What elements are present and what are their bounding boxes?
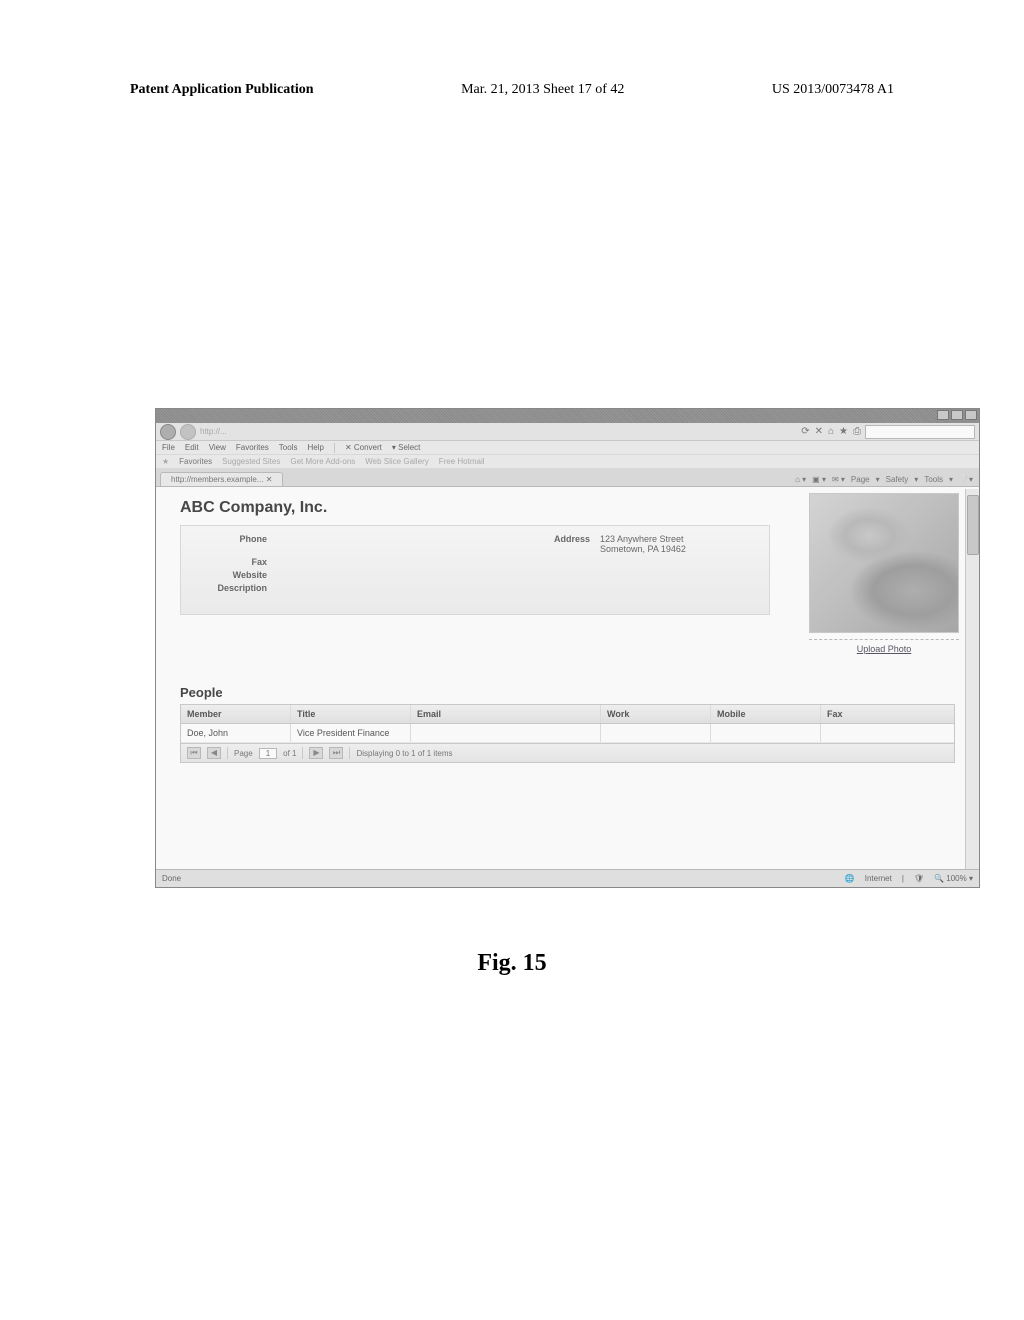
- status-zone: Internet: [865, 874, 892, 883]
- status-sep: |: [902, 874, 904, 883]
- address-label: Address: [430, 534, 600, 554]
- menu-select[interactable]: ▾ Select: [392, 443, 420, 452]
- phone-label: Phone: [197, 534, 277, 554]
- col-title[interactable]: Title: [291, 705, 411, 723]
- menu-convert[interactable]: ✕ Convert: [345, 443, 382, 452]
- cell-member: Doe, John: [181, 724, 291, 742]
- fax-value: [277, 557, 753, 567]
- toolbar-icons: ⟳ ✕ ⌂ ★ ⎙: [801, 426, 861, 437]
- description-value: [277, 583, 753, 593]
- favorites-bar: ★ Favorites Suggested Sites Get More Add…: [156, 455, 979, 469]
- cell-title: Vice President Finance: [291, 724, 411, 742]
- website-value: [277, 570, 753, 580]
- publication-label: Patent Application Publication: [130, 82, 314, 98]
- pager-summary: Displaying 0 to 1 of 1 items: [356, 749, 452, 758]
- menu-tools[interactable]: Tools: [279, 443, 298, 452]
- forward-button[interactable]: [180, 424, 196, 440]
- pager-last[interactable]: ⏭: [329, 747, 343, 759]
- fax-label: Fax: [197, 557, 277, 567]
- print-icon[interactable]: ⎙: [853, 426, 861, 437]
- fav-item-3[interactable]: Free Hotmail: [439, 457, 485, 466]
- company-photo-panel: Upload Photo: [809, 493, 959, 654]
- vertical-scrollbar[interactable]: [965, 489, 979, 869]
- address-line2: Sometown, PA 19462: [600, 544, 753, 554]
- status-bar: Done 🌐 Internet | 🛡 🔍 100% ▾: [156, 869, 979, 887]
- close-button[interactable]: [965, 410, 977, 420]
- scrollbar-thumb[interactable]: [967, 495, 979, 555]
- zoom-label[interactable]: 🔍 100% ▾: [934, 874, 973, 883]
- fav-item-1[interactable]: Get More Add-ons: [290, 457, 355, 466]
- page-menu[interactable]: Page: [851, 475, 870, 484]
- fav-item-0[interactable]: Suggested Sites: [222, 457, 280, 466]
- col-member[interactable]: Member: [181, 705, 291, 723]
- pager-first[interactable]: ⏮: [187, 747, 201, 759]
- minimize-button[interactable]: [937, 410, 949, 420]
- publication-number: US 2013/0073478 A1: [772, 82, 894, 98]
- publication-date-sheet: Mar. 21, 2013 Sheet 17 of 42: [461, 82, 624, 98]
- back-button[interactable]: [160, 424, 176, 440]
- grid-pager: ⏮ ◀ Page 1 of 1 ▶ ⏭ Displaying 0 to 1 of…: [181, 743, 954, 762]
- people-section: People Member Title Email Work Mobile Fa…: [180, 685, 955, 763]
- search-input[interactable]: [865, 425, 975, 439]
- pager-next[interactable]: ▶: [309, 747, 323, 759]
- col-work[interactable]: Work: [601, 705, 711, 723]
- safety-menu[interactable]: Safety: [886, 475, 909, 484]
- menu-edit[interactable]: Edit: [185, 443, 199, 452]
- pager-page-input[interactable]: 1: [259, 748, 277, 759]
- home-icon[interactable]: ⌂: [828, 426, 834, 437]
- favorites-label: Favorites: [179, 457, 212, 466]
- description-label: Description: [197, 583, 277, 593]
- col-email[interactable]: Email: [411, 705, 601, 723]
- people-heading: People: [180, 685, 955, 700]
- mail-icon[interactable]: ✉ ▾: [832, 475, 845, 484]
- refresh-icon[interactable]: ⟳: [801, 426, 809, 437]
- menu-view[interactable]: View: [209, 443, 226, 452]
- cell-fax: [821, 724, 954, 742]
- favorites-icon[interactable]: ★: [839, 426, 848, 437]
- phone-value: [277, 534, 430, 554]
- page-content: ABC Company, Inc. Phone Address 123 Anyw…: [156, 487, 979, 869]
- table-row[interactable]: Doe, John Vice President Finance: [181, 724, 954, 743]
- browser-window: http://... ⟳ ✕ ⌂ ★ ⎙ File Edit View Favo…: [155, 408, 980, 888]
- website-label: Website: [197, 570, 277, 580]
- menu-help[interactable]: Help: [307, 443, 323, 452]
- company-photo: [809, 493, 959, 633]
- protected-mode-icon: 🛡: [914, 874, 924, 883]
- window-titlebar: [156, 409, 979, 423]
- cell-work: [601, 724, 711, 742]
- home-icon-2[interactable]: ⌂ ▾: [795, 475, 806, 484]
- cell-mobile: [711, 724, 821, 742]
- fav-item-2[interactable]: Web Slice Gallery: [365, 457, 428, 466]
- col-mobile[interactable]: Mobile: [711, 705, 821, 723]
- address-line1: 123 Anywhere Street: [600, 534, 753, 544]
- maximize-button[interactable]: [951, 410, 963, 420]
- people-grid: Member Title Email Work Mobile Fax Doe, …: [180, 704, 955, 763]
- pager-prev[interactable]: ◀: [207, 747, 221, 759]
- col-fax[interactable]: Fax: [821, 705, 954, 723]
- cell-email: [411, 724, 601, 742]
- upload-photo-link[interactable]: Upload Photo: [809, 644, 959, 654]
- figure-caption: Fig. 15: [0, 950, 1024, 977]
- company-details-panel: Phone Address 123 Anywhere Street Someto…: [180, 525, 770, 615]
- tools-menu[interactable]: Tools: [924, 475, 943, 484]
- favorites-star-icon[interactable]: ★: [162, 457, 169, 466]
- menu-favorites[interactable]: Favorites: [236, 443, 269, 452]
- browser-tab[interactable]: http://members.example... ✕: [160, 472, 283, 486]
- pager-page-of: of 1: [283, 749, 296, 758]
- stop-icon[interactable]: ✕: [815, 426, 823, 437]
- address-url[interactable]: http://...: [200, 427, 227, 436]
- pager-page-label: Page: [234, 749, 253, 758]
- status-done: Done: [162, 874, 181, 883]
- globe-icon: 🌐: [845, 874, 855, 883]
- tab-strip: http://members.example... ✕ ⌂ ▾ ▣ ▾ ✉ ▾ …: [156, 469, 979, 487]
- help-icon[interactable]: ❔▾: [959, 475, 973, 484]
- patent-page-header: Patent Application Publication Mar. 21, …: [130, 82, 894, 98]
- menu-bar: File Edit View Favorites Tools Help ✕ Co…: [156, 441, 979, 455]
- menu-file[interactable]: File: [162, 443, 175, 452]
- feed-icon[interactable]: ▣ ▾: [812, 475, 826, 484]
- address-bar-row: http://... ⟳ ✕ ⌂ ★ ⎙: [156, 423, 979, 441]
- grid-header-row: Member Title Email Work Mobile Fax: [181, 705, 954, 724]
